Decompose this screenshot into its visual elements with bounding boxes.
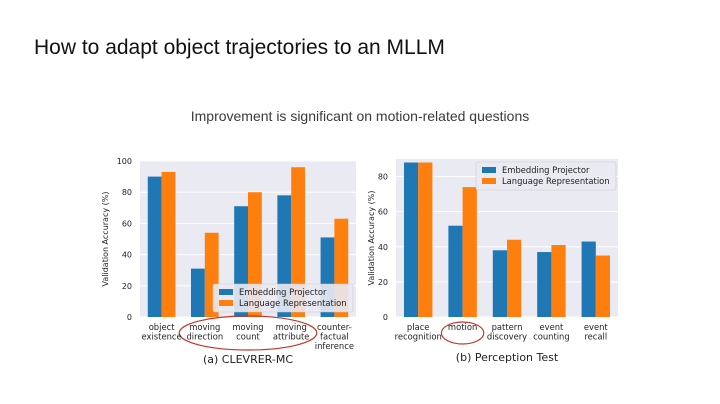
- legend-box: [475, 161, 617, 191]
- bar-language: [551, 245, 566, 317]
- y-tick-label: 80: [122, 188, 132, 197]
- bar-language: [507, 239, 522, 317]
- y-tick-label: 20: [378, 278, 388, 287]
- bar-embedding: [147, 176, 162, 317]
- highlight-oval: [178, 315, 318, 351]
- bar-language: [291, 167, 306, 317]
- bar-language: [418, 162, 433, 317]
- bar-language: [595, 255, 611, 317]
- legend-label: Embedding Projector: [239, 287, 327, 297]
- chart-caption: (b) Perception Test: [456, 351, 559, 364]
- bar-embedding: [190, 268, 205, 317]
- x-tick-label: event: [539, 322, 564, 332]
- x-tick-label: factual: [320, 332, 349, 342]
- x-tick-label: object: [149, 322, 176, 332]
- x-tick-label: discovery: [487, 332, 527, 342]
- legend-swatch: [482, 167, 496, 173]
- y-tick-label: 60: [378, 208, 388, 217]
- x-tick-label: direction: [186, 332, 223, 342]
- x-tick-label: motion: [448, 322, 477, 332]
- y-axis-label: Validation Accuracy (%): [101, 192, 110, 287]
- bar-language: [462, 187, 477, 317]
- legend-swatch: [219, 300, 233, 306]
- bar-embedding: [492, 250, 507, 317]
- x-tick-label: place: [407, 322, 430, 332]
- y-tick-label: 40: [378, 243, 388, 252]
- x-tick-label: count: [236, 332, 260, 342]
- y-tick-label: 40: [122, 251, 132, 260]
- slide-subtitle: Improvement is significant on motion-rel…: [190, 108, 530, 124]
- bar-embedding: [403, 162, 419, 317]
- legend-label: Language Representation: [239, 298, 347, 308]
- slide-title: How to adapt object trajectories to an M…: [34, 36, 445, 59]
- highlight-oval: [440, 321, 485, 345]
- chart-caption: (a) CLEVRER-MC: [203, 353, 293, 366]
- x-tick-label: moving: [189, 322, 220, 332]
- bar-embedding: [537, 252, 552, 317]
- x-tick-label: pattern: [492, 322, 523, 332]
- y-axis-label: Validation Accuracy (%): [367, 191, 376, 286]
- x-tick-label: inference: [315, 341, 354, 351]
- legend-swatch: [482, 178, 496, 184]
- x-tick-label: counting: [533, 332, 570, 342]
- x-tick-label: counter-: [317, 322, 352, 332]
- y-tick-label: 100: [117, 157, 132, 166]
- x-tick-label: attribute: [273, 332, 310, 342]
- x-tick-label: recall: [584, 332, 607, 342]
- bar-embedding: [581, 241, 596, 317]
- x-tick-label: recognition: [395, 332, 442, 342]
- y-tick-label: 80: [378, 173, 388, 182]
- legend-swatch: [219, 289, 233, 295]
- y-tick-label: 0: [383, 313, 388, 322]
- y-tick-label: 60: [122, 219, 132, 228]
- bar-language: [161, 171, 176, 317]
- x-tick-label: moving: [232, 322, 263, 332]
- x-tick-label: event: [584, 322, 609, 332]
- x-tick-label: moving: [276, 322, 307, 332]
- y-tick-label: 20: [122, 282, 132, 291]
- y-tick-label: 0: [127, 313, 132, 322]
- legend-box: [212, 283, 354, 313]
- legend-label: Language Representation: [502, 176, 610, 186]
- legend-label: Embedding Projector: [502, 165, 590, 175]
- x-tick-label: existence: [142, 332, 182, 342]
- bar-embedding: [448, 225, 463, 317]
